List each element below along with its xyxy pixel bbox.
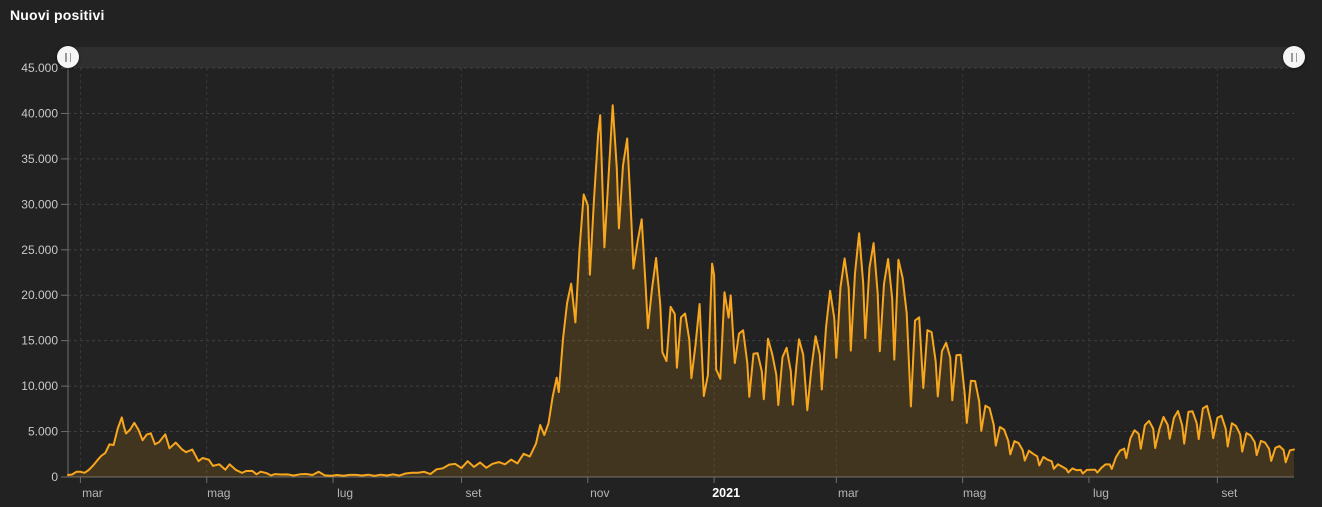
x-axis-label: set bbox=[465, 486, 482, 500]
y-axis-label: 45.000 bbox=[21, 61, 58, 75]
y-axis-label: 5.000 bbox=[28, 425, 58, 439]
x-axis-label: set bbox=[1221, 486, 1238, 500]
x-axis-label: 2021 bbox=[712, 486, 740, 500]
x-axis-label: mag bbox=[963, 486, 986, 500]
range-slider-handle-right[interactable] bbox=[1283, 46, 1305, 68]
y-axis-label: 25.000 bbox=[21, 243, 58, 257]
y-axis-label: 35.000 bbox=[21, 152, 58, 166]
slider-grip-icon bbox=[65, 52, 67, 62]
x-axis-label: lug bbox=[1093, 486, 1109, 500]
range-slider-track[interactable] bbox=[68, 47, 1294, 68]
range-slider-handle-left[interactable] bbox=[57, 46, 79, 68]
slider-grip-icon bbox=[1295, 52, 1297, 62]
y-axis-label: 15.000 bbox=[21, 334, 58, 348]
x-axis-label: nov bbox=[590, 486, 609, 500]
x-axis-label: mag bbox=[207, 486, 230, 500]
slider-grip-icon bbox=[69, 52, 71, 62]
slider-grip-icon bbox=[1291, 52, 1293, 62]
plot-area[interactable] bbox=[68, 68, 1294, 477]
x-axis-label: lug bbox=[337, 486, 353, 500]
x-axis-label: mar bbox=[82, 486, 103, 500]
x-axis-label: mar bbox=[838, 486, 859, 500]
y-axis-label: 40.000 bbox=[21, 106, 58, 120]
y-axis-label: 20.000 bbox=[21, 288, 58, 302]
y-axis-label: 0 bbox=[51, 470, 58, 484]
y-axis-label: 30.000 bbox=[21, 197, 58, 211]
chart-title: Nuovi positivi bbox=[10, 7, 105, 23]
y-axis-label: 10.000 bbox=[21, 379, 58, 393]
